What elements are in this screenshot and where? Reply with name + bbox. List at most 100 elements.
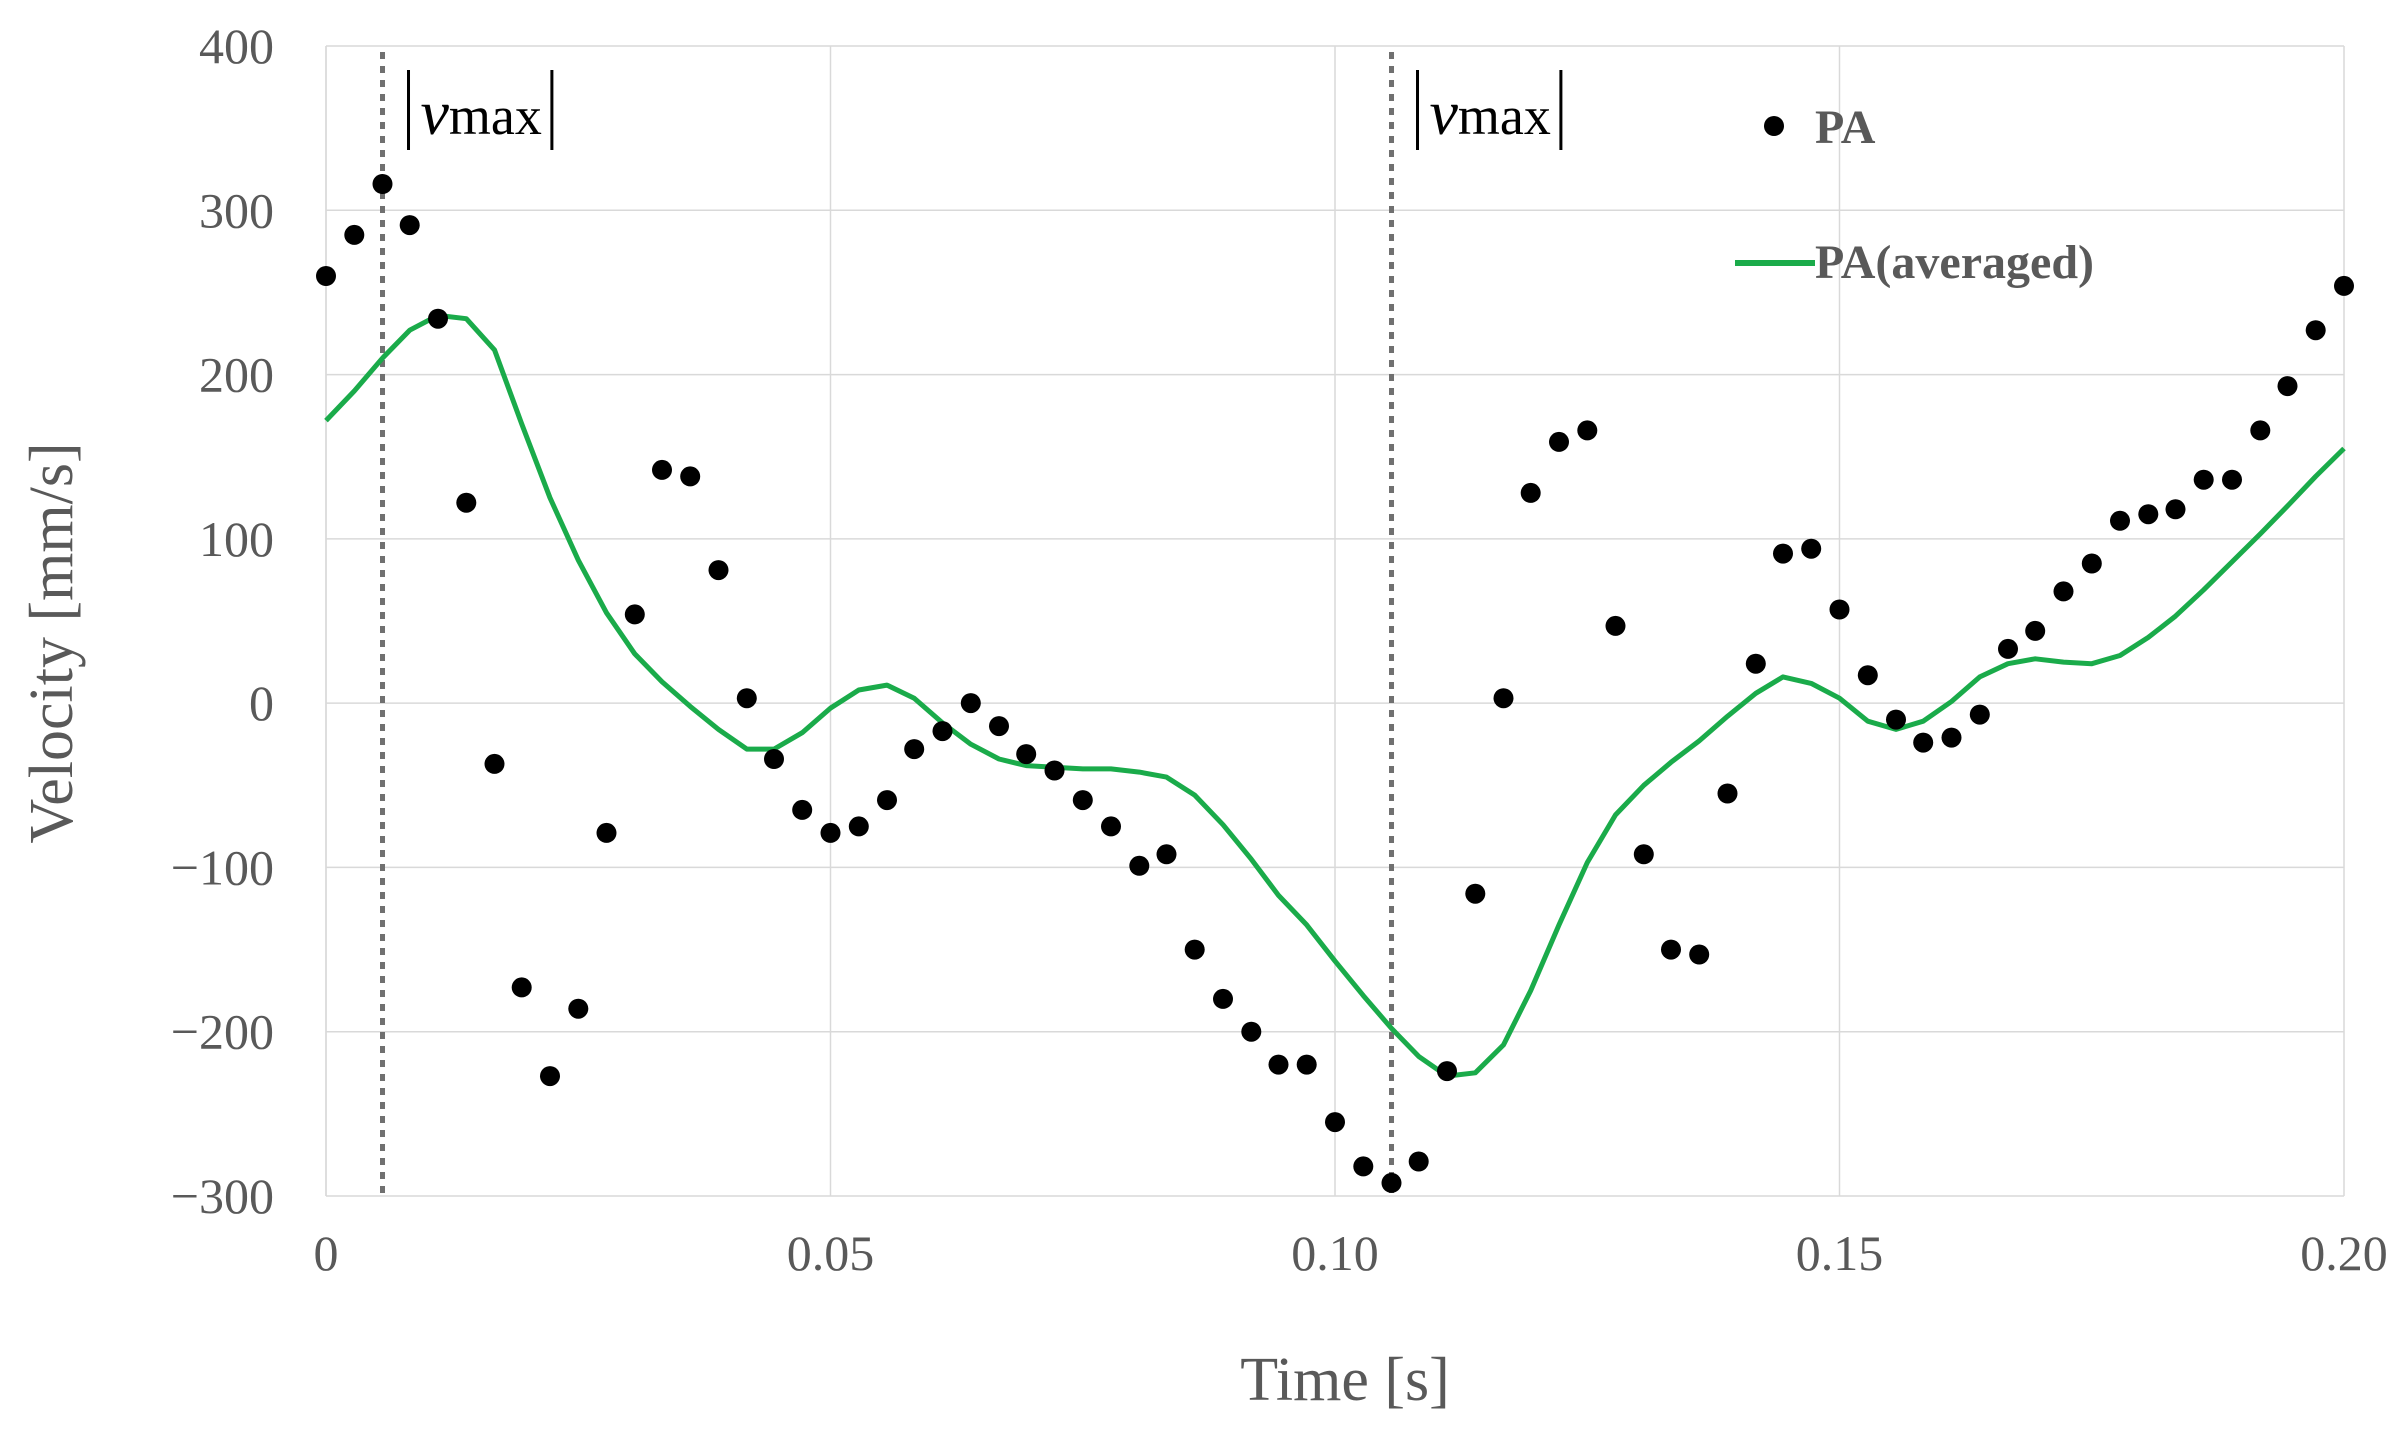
- pa-point: [1408, 1151, 1429, 1172]
- pa-point: [1184, 939, 1205, 960]
- pa-point: [1717, 783, 1738, 804]
- pa-point: [1437, 1061, 1457, 1082]
- pa-point: [2193, 469, 2214, 490]
- pa-point: [652, 459, 672, 480]
- pa-point: [1549, 431, 1569, 452]
- pa-point: [2305, 320, 2326, 341]
- pa-point: [316, 266, 336, 286]
- pa-point: [1268, 1054, 1289, 1075]
- pa-point: [511, 977, 532, 998]
- pa-point: [1241, 1021, 1262, 1042]
- x-tick-label: 0: [314, 1225, 339, 1281]
- pa-point: [1745, 653, 1766, 674]
- x-tick-label: 0.20: [2300, 1225, 2388, 1281]
- pa-point: [1493, 688, 1514, 709]
- y-tick-label: 200: [199, 347, 274, 403]
- x-tick-label: 0.05: [787, 1225, 875, 1281]
- pa-point: [792, 799, 813, 820]
- pa-point: [932, 721, 953, 742]
- pa-point: [568, 998, 589, 1019]
- legend: PA PA(averaged): [1735, 101, 2094, 289]
- vmax-label: vmax: [407, 70, 554, 150]
- pa-point: [2222, 469, 2242, 490]
- pa-point: [1633, 844, 1654, 865]
- pa-point: [1129, 855, 1150, 876]
- averaged-series: [324, 312, 2346, 1079]
- pa-point: [372, 174, 393, 194]
- pa-point: [2165, 499, 2186, 520]
- y-tick-label: 400: [199, 18, 274, 74]
- pa-point: [596, 822, 617, 843]
- y-tick-label: 100: [199, 511, 274, 567]
- pa-point: [428, 308, 448, 329]
- pa-point: [344, 224, 365, 245]
- y-tick-label: 300: [199, 182, 274, 238]
- pa-point: [1381, 1172, 1402, 1193]
- pa-point: [1661, 939, 1681, 960]
- pa-point: [1101, 816, 1121, 837]
- pa-point: [1520, 482, 1541, 503]
- pa-point: [1689, 944, 1710, 965]
- pa-point: [1016, 744, 1037, 765]
- pa-point: [2250, 420, 2271, 441]
- pa-point: [1213, 988, 1233, 1009]
- legend-pa-marker: [1764, 116, 1784, 136]
- y-axis-label: Velocity [mm/s]: [18, 442, 86, 843]
- pa-point: [1829, 599, 1850, 620]
- pa-point: [624, 604, 645, 625]
- pa-point: [399, 215, 420, 236]
- pa-point: [540, 1066, 560, 1087]
- averaged-line: [324, 312, 2346, 1079]
- pa-point: [1577, 420, 1598, 441]
- pa-point: [960, 693, 981, 714]
- pa-scatter-series: [316, 174, 2354, 1193]
- x-axis-label: Time [s]: [1240, 1346, 1450, 1414]
- legend-averaged-label: PA(averaged): [1815, 236, 2094, 289]
- pa-point: [848, 816, 869, 837]
- x-axis-ticks: 0 0.05 0.10 0.15 0.20: [314, 1225, 2388, 1281]
- pa-point: [456, 492, 477, 513]
- pa-point: [2277, 376, 2298, 397]
- pa-point: [989, 716, 1009, 737]
- pa-point: [1773, 543, 1793, 564]
- pa-point: [736, 688, 757, 709]
- pa-point: [1998, 638, 2018, 659]
- pa-point: [1465, 883, 1486, 904]
- pa-point: [1969, 704, 1990, 725]
- pa-point: [2334, 275, 2354, 296]
- y-tick-label: −200: [171, 1004, 274, 1060]
- pa-point: [1156, 844, 1177, 865]
- pa-point: [708, 560, 729, 581]
- pa-point: [2053, 581, 2074, 602]
- pa-point: [2025, 620, 2046, 641]
- pa-point: [1913, 732, 1934, 753]
- y-tick-label: −300: [171, 1168, 274, 1224]
- x-tick-label: 0.10: [1291, 1225, 1379, 1281]
- pa-point: [1072, 790, 1093, 811]
- legend-pa-label: PA: [1815, 101, 1876, 154]
- pa-point: [2081, 553, 2102, 574]
- pa-point: [1605, 615, 1626, 636]
- pa-point: [680, 466, 701, 487]
- x-tick-label: 0.15: [1796, 1225, 1884, 1281]
- pa-point: [1044, 760, 1065, 781]
- grid-lines: [325, 45, 2345, 1197]
- pa-point: [1886, 709, 1906, 730]
- pa-point: [1857, 665, 1878, 686]
- vmax-text: vmax: [1430, 77, 1551, 148]
- vmax-text: vmax: [421, 77, 542, 148]
- pa-point: [1353, 1156, 1374, 1177]
- pa-point: [484, 753, 505, 774]
- pa-point: [764, 749, 784, 769]
- pa-point: [2110, 510, 2130, 531]
- y-axis-ticks: 400 300 200 100 0 −100 −200 −300: [171, 18, 274, 1224]
- pa-point: [1941, 727, 1962, 748]
- pa-point: [877, 790, 897, 811]
- pa-point: [1296, 1054, 1317, 1075]
- y-tick-label: −100: [171, 839, 274, 895]
- y-tick-label: 0: [249, 675, 274, 731]
- vmax-label: vmax: [1416, 70, 1563, 150]
- pa-point: [820, 822, 841, 843]
- pa-point: [1325, 1112, 1345, 1133]
